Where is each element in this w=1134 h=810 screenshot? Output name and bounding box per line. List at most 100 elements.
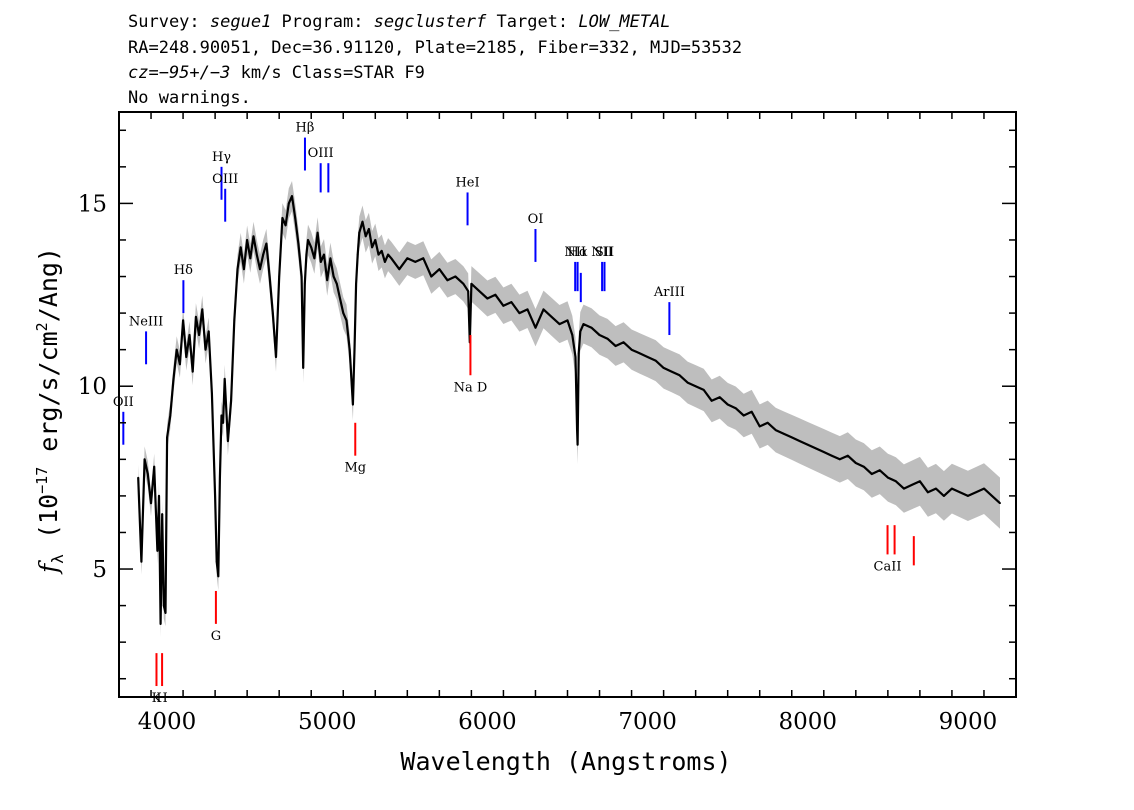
flux-series (137, 195, 1001, 626)
flux-point (467, 290, 470, 293)
flux-point (782, 432, 785, 435)
flux-point (191, 370, 194, 373)
flux-point (576, 443, 579, 446)
flux-point (214, 495, 217, 497)
flux-point (302, 367, 305, 369)
flux-point (259, 268, 261, 271)
plot-frame (118, 111, 1017, 698)
flux-point (137, 476, 140, 479)
flux-point (339, 297, 341, 300)
absorption-line-label: CaII (874, 559, 902, 574)
flux-point (353, 348, 356, 351)
flux-point (204, 348, 207, 351)
flux-point (195, 315, 197, 318)
target-prefix: Target: (486, 12, 579, 32)
emission-line-label: OII (113, 395, 134, 410)
flux-point (335, 282, 338, 285)
flux-point (140, 560, 143, 563)
emission-line-label: OI (528, 212, 544, 227)
flux-point (438, 268, 441, 271)
flux-point (374, 239, 377, 241)
flux-point (219, 476, 221, 479)
target-value: LOW_METAL (578, 12, 671, 32)
flux-point (943, 495, 945, 497)
header-line-redshift: cz=−95+/−3 km/s Class=STAR F9 (128, 63, 425, 83)
flux-point (319, 261, 322, 263)
flux-point (345, 319, 348, 322)
flux-point (252, 235, 255, 238)
flux-point (158, 495, 160, 497)
flux-point (406, 257, 409, 260)
flux-point (387, 253, 389, 256)
flux-point (271, 312, 274, 314)
flux-point (164, 612, 167, 614)
flux-point (967, 495, 969, 497)
flux-point (143, 458, 146, 461)
flux-point (758, 425, 761, 428)
header-line-warnings: No warnings. (128, 88, 251, 108)
flux-point (390, 257, 393, 260)
x-tick-label: 4000 (138, 709, 197, 735)
flux-point (576, 429, 578, 431)
flux-point (606, 337, 609, 340)
flux-point (342, 312, 345, 314)
y-tick-label: 10 (78, 374, 107, 400)
flux-point (217, 575, 220, 578)
flux-point (182, 319, 185, 322)
cz-suffix: km/s Class=STAR F9 (230, 63, 425, 83)
flux-point (305, 253, 308, 256)
y-tick-label: 15 (78, 191, 107, 217)
flux-point (579, 330, 582, 333)
flux-point (239, 246, 242, 249)
flux-point (542, 308, 545, 311)
flux-point (172, 378, 175, 380)
flux-point (422, 257, 425, 260)
flux-point (300, 275, 303, 278)
flux-point (577, 352, 580, 355)
flux-point (233, 319, 236, 322)
flux-point (211, 392, 213, 395)
flux-point (774, 429, 777, 431)
flux-point (526, 308, 529, 311)
flux-point (377, 253, 380, 256)
flux-point (179, 363, 181, 366)
flux-point (150, 502, 152, 505)
flux-point (571, 334, 574, 336)
flux-point (638, 352, 641, 355)
flux-point (975, 491, 977, 494)
flux-point (798, 440, 801, 442)
flux-point (887, 476, 889, 479)
flux-point (153, 465, 156, 468)
flux-point (558, 323, 561, 325)
flux-point (919, 480, 921, 483)
flux-point (281, 217, 284, 219)
flux-point (361, 220, 364, 223)
flux-point (566, 319, 569, 322)
flux-point (582, 323, 585, 325)
flux-point (822, 451, 825, 453)
flux-point (790, 436, 793, 439)
flux-point (911, 484, 913, 486)
flux-point (303, 282, 306, 285)
flux-point (236, 268, 239, 271)
flux-point (255, 253, 258, 256)
flux-point (215, 560, 218, 563)
x-axis-ticks: 4000 5000 6000 7000 8000 9000 (118, 112, 1017, 735)
flux-point (654, 359, 657, 362)
flux-point (268, 275, 271, 278)
flux-point (371, 246, 373, 249)
emission-line-label: Hγ (212, 150, 231, 165)
x-tick-label: 9000 (939, 709, 998, 735)
flux-point (550, 315, 553, 318)
flux-point (169, 414, 172, 417)
flux-point (380, 250, 383, 252)
flux-point (262, 253, 265, 256)
flux-point (332, 275, 335, 278)
flux-point (478, 290, 481, 293)
flux-point (384, 261, 386, 263)
flux-point (310, 246, 313, 249)
flux-point (329, 257, 332, 260)
emission-line-label: Hδ (174, 263, 193, 278)
